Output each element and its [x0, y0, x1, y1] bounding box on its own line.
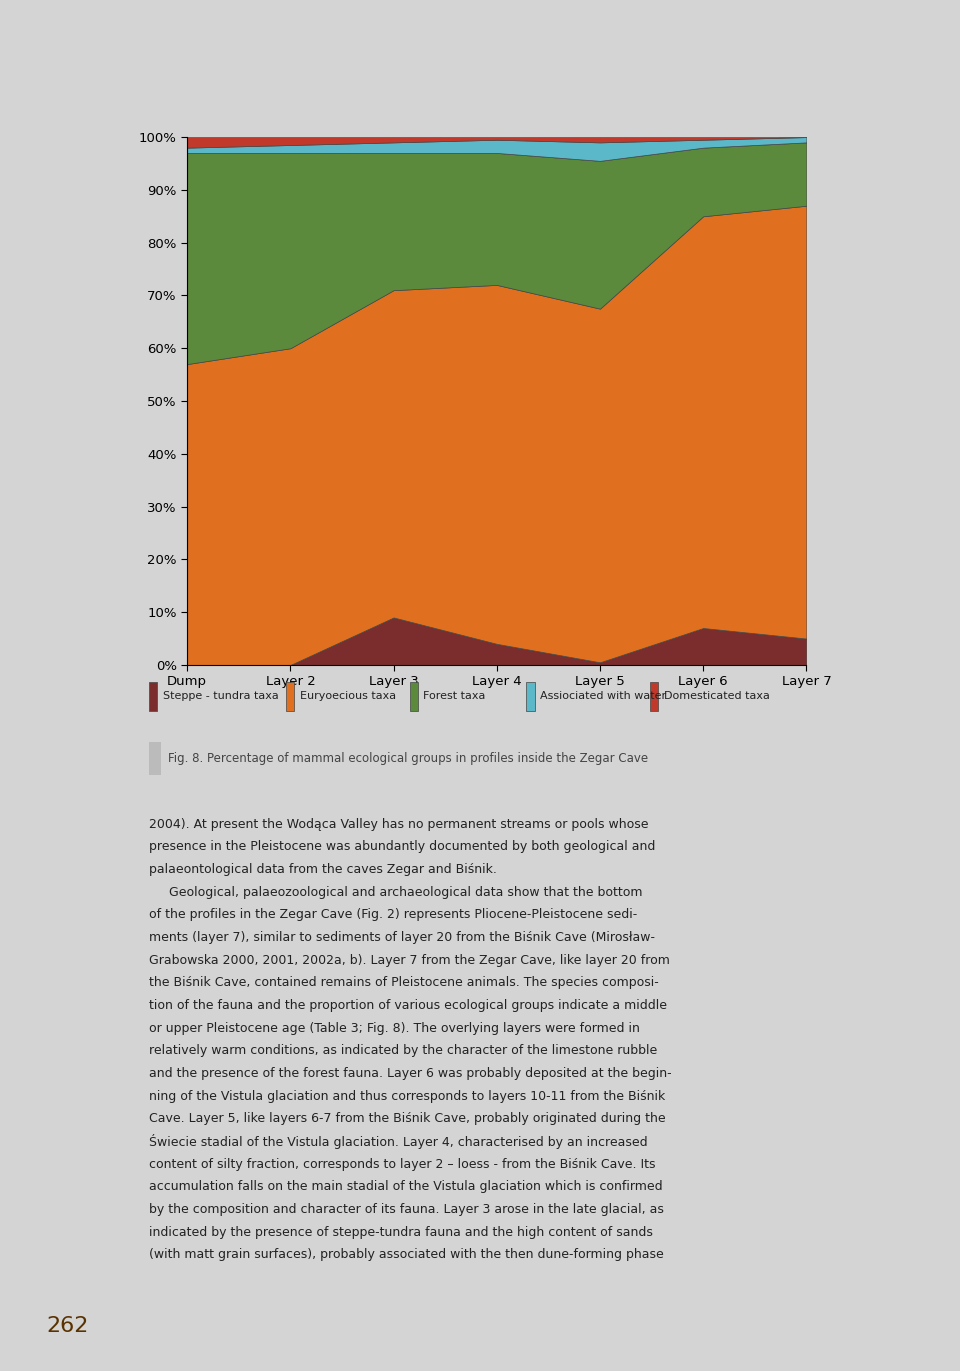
- FancyBboxPatch shape: [410, 681, 418, 710]
- Text: and the presence of the forest fauna. Layer 6 was probably deposited at the begi: and the presence of the forest fauna. La…: [149, 1067, 671, 1080]
- Text: Domesticated taxa: Domesticated taxa: [663, 691, 770, 702]
- Text: tion of the fauna and the proportion of various ecological groups indicate a mid: tion of the fauna and the proportion of …: [149, 999, 667, 1012]
- Text: ning of the Vistula glaciation and thus corresponds to layers 10-11 from the Biś: ning of the Vistula glaciation and thus …: [149, 1090, 665, 1102]
- Text: 2004). At present the Wodąca Valley has no permanent streams or pools whose: 2004). At present the Wodąca Valley has …: [149, 818, 648, 831]
- Text: (with matt grain surfaces), probably associated with the then dune-forming phase: (with matt grain surfaces), probably ass…: [149, 1248, 663, 1261]
- Text: by the composition and character of its fauna. Layer 3 arose in the late glacial: by the composition and character of its …: [149, 1202, 663, 1216]
- Text: Forest taxa: Forest taxa: [423, 691, 486, 702]
- Text: 262: 262: [47, 1316, 89, 1337]
- Text: Assiociated with water: Assiociated with water: [540, 691, 666, 702]
- Text: accumulation falls on the main stadial of the Vistula glaciation which is confir: accumulation falls on the main stadial o…: [149, 1180, 662, 1193]
- Text: indicated by the presence of steppe-tundra fauna and the high content of sands: indicated by the presence of steppe-tund…: [149, 1226, 653, 1238]
- Text: content of silty fraction, corresponds to layer 2 – loess - from the Biśnik Cave: content of silty fraction, corresponds t…: [149, 1157, 656, 1171]
- Text: Steppe - tundra taxa: Steppe - tundra taxa: [162, 691, 278, 702]
- Text: presence in the Pleistocene was abundantly documented by both geological and: presence in the Pleistocene was abundant…: [149, 840, 655, 854]
- Text: of the profiles in the Zegar Cave (Fig. 2) represents Pliocene-Pleistocene sedi-: of the profiles in the Zegar Cave (Fig. …: [149, 909, 637, 921]
- FancyBboxPatch shape: [149, 681, 157, 710]
- Text: Cave. Layer 5, like layers 6-7 from the Biśnik Cave, probably originated during : Cave. Layer 5, like layers 6-7 from the …: [149, 1112, 665, 1126]
- Text: ments (layer 7), similar to sediments of layer 20 from the Biśnik Cave (Mirosław: ments (layer 7), similar to sediments of…: [149, 931, 655, 945]
- FancyBboxPatch shape: [526, 681, 535, 710]
- Text: the Biśnik Cave, contained remains of Pleistocene animals. The species composi-: the Biśnik Cave, contained remains of Pl…: [149, 976, 659, 990]
- Text: or upper Pleistocene age (Table 3; Fig. 8). The overlying layers were formed in: or upper Pleistocene age (Table 3; Fig. …: [149, 1021, 639, 1035]
- Text: Geological, palaeozoological and archaeological data show that the bottom: Geological, palaeozoological and archaeo…: [149, 886, 642, 899]
- Text: Grabowska 2000, 2001, 2002a, b). Layer 7 from the Zegar Cave, like layer 20 from: Grabowska 2000, 2001, 2002a, b). Layer 7…: [149, 954, 670, 967]
- Text: Świecie stadial of the Vistula glaciation. Layer 4, characterised by an increase: Świecie stadial of the Vistula glaciatio…: [149, 1134, 647, 1149]
- FancyBboxPatch shape: [286, 681, 295, 710]
- Text: Fig. 8. Percentage of mammal ecological groups in profiles inside the Zegar Cave: Fig. 8. Percentage of mammal ecological …: [168, 751, 648, 765]
- Text: palaeontological data from the caves Zegar and Biśnik.: palaeontological data from the caves Zeg…: [149, 864, 496, 876]
- Text: Euryoecious taxa: Euryoecious taxa: [300, 691, 396, 702]
- FancyBboxPatch shape: [149, 742, 161, 775]
- FancyBboxPatch shape: [650, 681, 659, 710]
- Text: relatively warm conditions, as indicated by the character of the limestone rubbl: relatively warm conditions, as indicated…: [149, 1045, 657, 1057]
